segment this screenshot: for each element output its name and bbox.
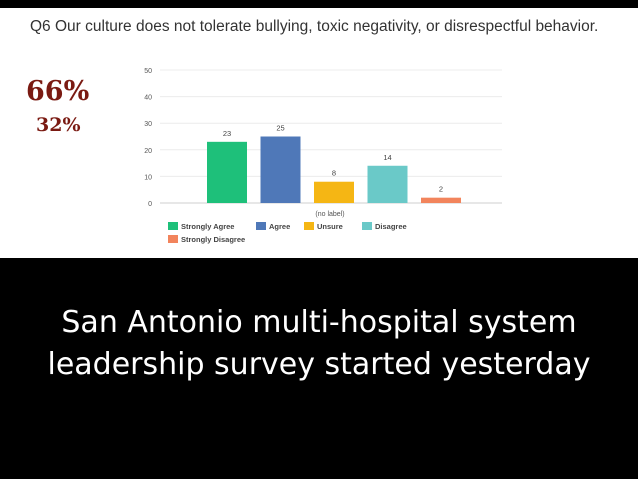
question-title: Q6 Our culture does not tolerate bullyin…	[30, 18, 599, 35]
bar-strongly-agree	[207, 141, 247, 203]
y-tick-label: 0	[148, 201, 152, 208]
y-tick-label: 40	[144, 95, 152, 102]
y-tick-label: 10	[144, 174, 152, 181]
legend-swatch	[168, 222, 178, 230]
percent-secondary: 32%	[36, 114, 81, 136]
percent-primary: 66%	[26, 76, 90, 107]
legend-swatch	[256, 222, 266, 230]
y-tick-label: 30	[144, 121, 152, 128]
legend-entry: Disagree	[375, 222, 407, 231]
data-label: 8	[332, 169, 336, 178]
legend-swatch	[304, 222, 314, 230]
bar-strongly-disagree	[421, 197, 461, 203]
data-label: 14	[383, 153, 391, 162]
legend-entry: Unsure	[317, 222, 343, 231]
data-label: 2	[439, 185, 443, 194]
bar-agree	[260, 136, 301, 203]
y-tick-label: 20	[144, 148, 152, 155]
x-axis-label: (no label)	[315, 211, 344, 218]
caption-line-1: San Antonio multi-hospital system	[61, 305, 577, 340]
legend-swatch	[168, 235, 178, 243]
bar-disagree	[367, 165, 408, 203]
y-tick-label: 50	[144, 68, 152, 75]
data-label: 25	[276, 124, 284, 133]
bar-unsure	[314, 181, 354, 203]
caption-line-2: leadership survey started yesterday	[47, 347, 591, 382]
data-label: 23	[223, 129, 231, 138]
slide-caption: San Antonio multi-hospital system leader…	[0, 302, 638, 386]
legend-entry: Strongly Agree	[181, 222, 234, 231]
legend-entry: Strongly Disagree	[181, 235, 245, 244]
bar-chart: 0 10 20 30 40 50 23 25 8 14 2 (no label) Strongly Ag…	[144, 68, 502, 244]
chart-panel: Q6 Our culture does not tolerate bullyin…	[0, 8, 638, 258]
legend-entry: Agree	[269, 222, 290, 231]
legend-swatch	[362, 222, 372, 230]
